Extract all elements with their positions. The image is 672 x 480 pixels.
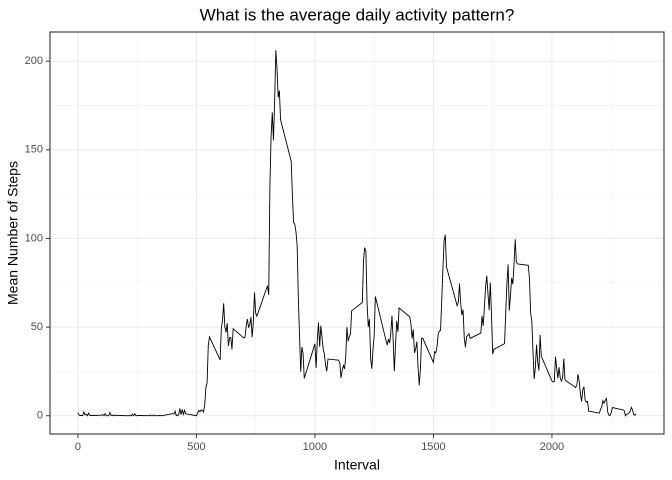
- y-tick-label: 200: [25, 55, 43, 67]
- y-tick-label: 100: [25, 232, 43, 244]
- x-tick-label: 0: [75, 441, 81, 453]
- panel-border: [49, 31, 665, 435]
- y-tick-label: 150: [25, 144, 43, 156]
- y-axis-label: Mean Number of Steps: [5, 161, 21, 305]
- data-line: [77, 50, 637, 417]
- x-tick-label: 2000: [540, 441, 564, 453]
- x-tick-label: 1000: [303, 441, 327, 453]
- x-tick-label: 500: [187, 441, 205, 453]
- y-tick-label: 50: [31, 321, 43, 333]
- y-tick-label: 0: [37, 410, 43, 422]
- x-axis-label: Interval: [334, 457, 380, 473]
- chart-title: What is the average daily activity patte…: [200, 5, 515, 24]
- x-tick-label: 1500: [421, 441, 445, 453]
